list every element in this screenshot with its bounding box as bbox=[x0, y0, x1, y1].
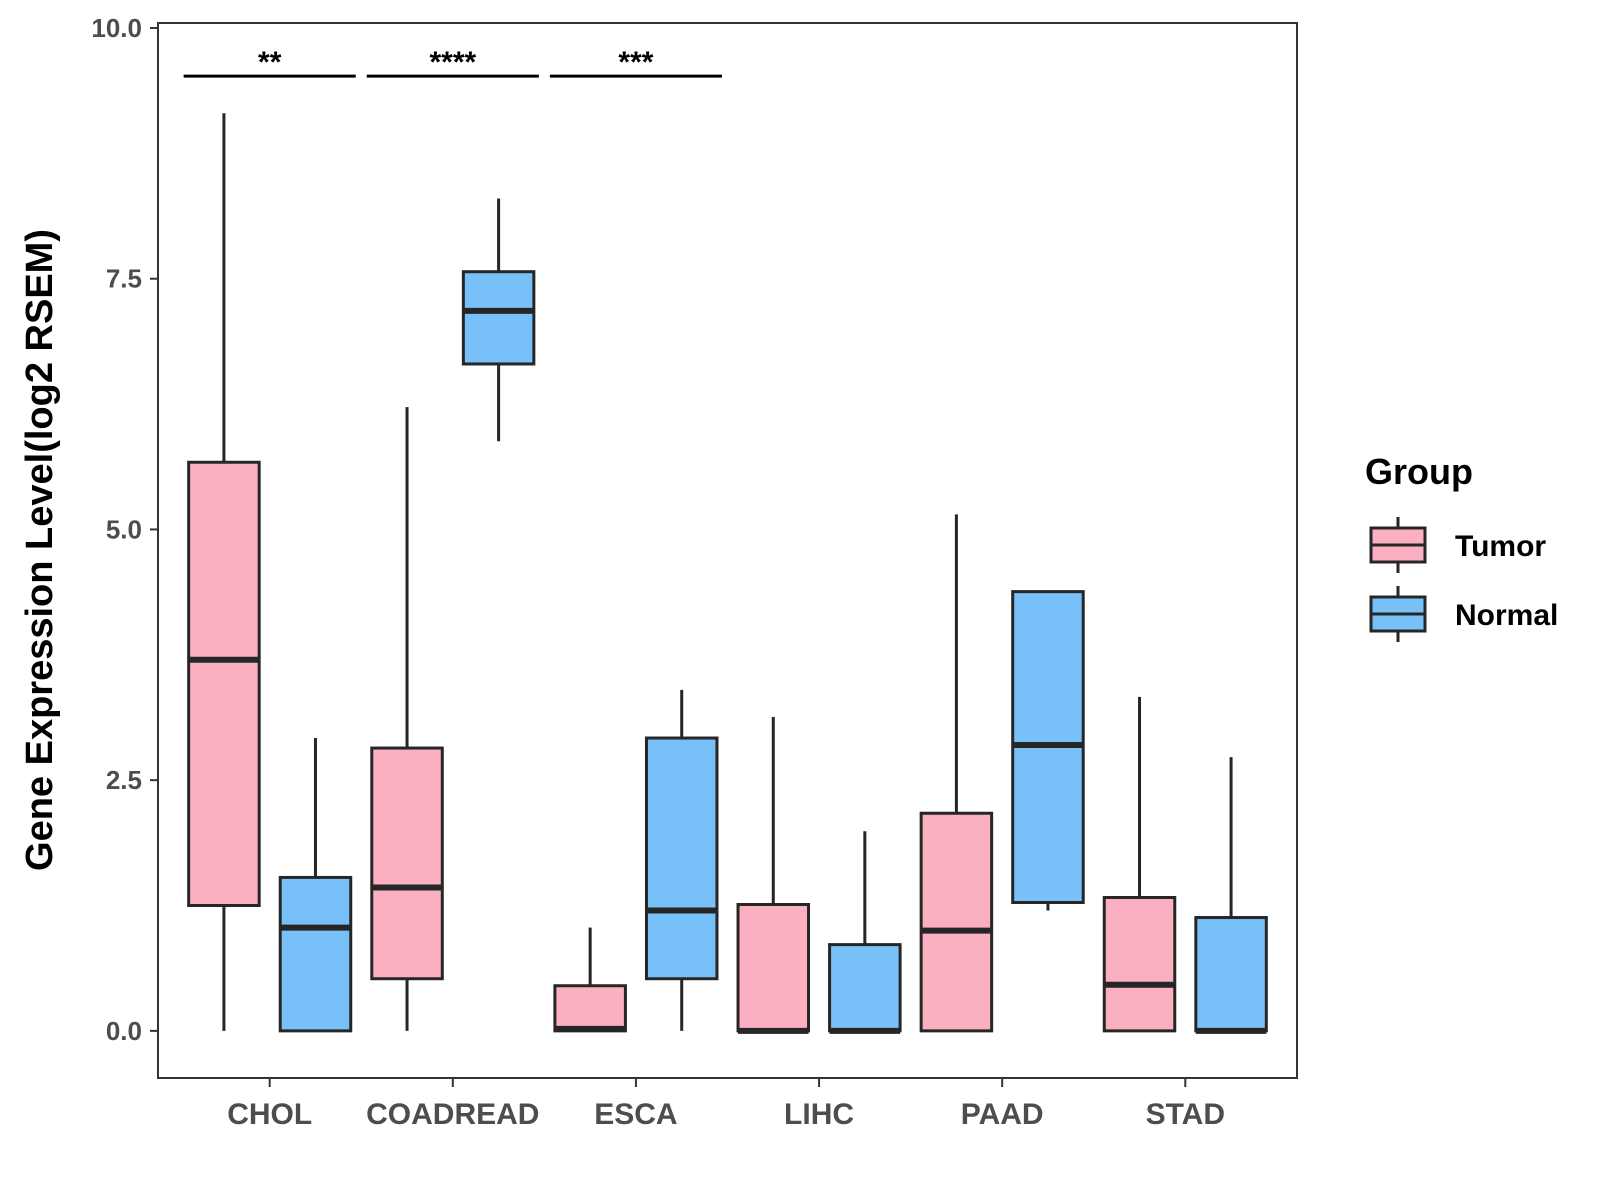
box-normal-stad bbox=[1194, 757, 1268, 1034]
y-tick-label: 7.5 bbox=[106, 264, 142, 294]
box-normal-lihc bbox=[828, 831, 902, 1034]
box-tumor-stad bbox=[1102, 696, 1177, 1033]
y-axis: 0.0 2.5 5.0 7.5 10.0 bbox=[91, 13, 158, 1046]
legend-title: Group bbox=[1365, 451, 1473, 492]
x-tick-label: CHOL bbox=[227, 1098, 312, 1131]
legend-label: Normal bbox=[1455, 599, 1558, 632]
box-body bbox=[1102, 895, 1177, 1033]
box-normal-esca bbox=[644, 689, 719, 1031]
box-body bbox=[553, 984, 627, 1033]
y-tick-label: 5.0 bbox=[106, 514, 142, 544]
x-tick-label: COADREAD bbox=[366, 1098, 539, 1131]
box-body bbox=[187, 460, 261, 908]
x-tick-label: STAD bbox=[1146, 1098, 1225, 1131]
box-tumor-esca bbox=[553, 927, 627, 1033]
significance-annotations: ** **** *** bbox=[183, 46, 723, 79]
legend: Group Tumor Normal bbox=[1365, 451, 1558, 642]
x-tick-label: PAAD bbox=[961, 1098, 1044, 1131]
legend-item-normal: Normal bbox=[1369, 586, 1558, 642]
significance-label: ** bbox=[258, 46, 282, 79]
box-body bbox=[278, 875, 353, 1033]
box-series bbox=[187, 113, 1268, 1034]
y-tick-label: 10.0 bbox=[91, 13, 142, 43]
box-tumor-lihc bbox=[736, 716, 811, 1034]
box-body bbox=[644, 736, 719, 981]
significance-label: *** bbox=[618, 46, 653, 79]
legend-item-tumor: Tumor bbox=[1369, 517, 1546, 573]
box-body bbox=[370, 746, 444, 981]
box-body bbox=[461, 270, 536, 366]
box-normal-coadread bbox=[461, 198, 536, 442]
x-axis: CHOL COADREAD ESCA LIHC PAAD STAD bbox=[227, 1078, 1225, 1131]
y-tick-label: 0.0 bbox=[106, 1016, 142, 1046]
box-tumor-coadread bbox=[370, 407, 444, 1031]
legend-label: Tumor bbox=[1455, 530, 1546, 563]
y-axis-title: Gene Expression Level(log2 RSEM) bbox=[19, 229, 61, 871]
box-tumor-chol bbox=[187, 113, 261, 1031]
box-body bbox=[828, 943, 902, 1033]
box-body bbox=[736, 903, 811, 1033]
significance-label: **** bbox=[429, 46, 476, 79]
y-tick-label: 2.5 bbox=[106, 765, 142, 795]
box-tumor-paad bbox=[919, 514, 994, 1033]
box-body bbox=[919, 811, 994, 1033]
box-normal-chol bbox=[278, 738, 353, 1033]
box-body bbox=[1194, 916, 1268, 1033]
x-tick-label: ESCA bbox=[594, 1098, 677, 1131]
box-normal-paad bbox=[1011, 590, 1085, 911]
x-tick-label: LIHC bbox=[784, 1098, 854, 1131]
